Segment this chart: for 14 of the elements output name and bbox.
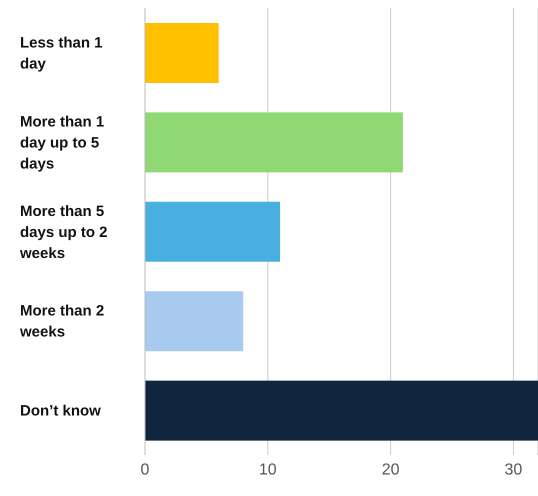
bar [145,112,403,172]
x-tick-label: 10 [258,461,277,478]
y-tick-label: More than 2 weeks [19,302,104,341]
y-tick-label: More than 1 day up to 5 days [20,113,104,172]
y-tick-label: Don’t know [20,402,102,420]
bar [145,202,280,262]
y-tick-label: Less than 1 day [20,34,103,72]
x-tick-label: 30 [504,461,522,478]
bar [145,380,538,441]
x-tick-label: 0 [140,461,150,478]
bar [145,291,244,352]
bar [145,23,219,83]
x-tick-label: 20 [382,461,400,478]
y-tick-label: More than 5 days up to 2 weeks [19,202,108,262]
